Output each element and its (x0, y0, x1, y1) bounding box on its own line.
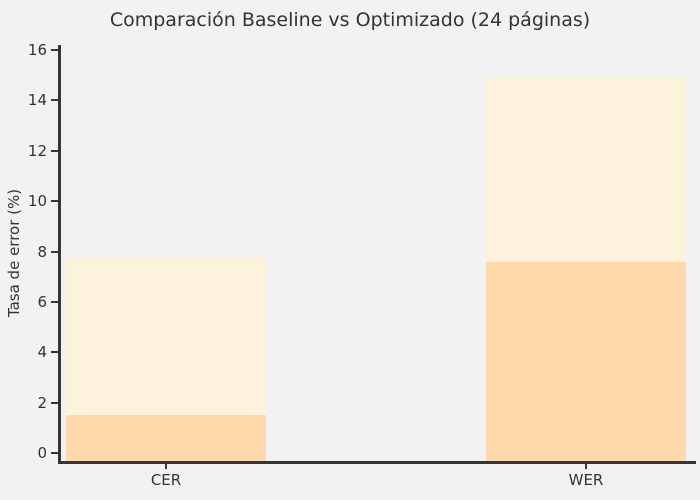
y-tick-mark (51, 351, 58, 354)
y-tick-label: 0 (37, 444, 47, 462)
y-tick-label: 4 (37, 343, 47, 362)
bar-optimizado-cer (66, 415, 266, 461)
y-tick-label: 10 (27, 192, 47, 211)
x-axis-spine (58, 461, 696, 464)
y-tick-label: 2 (37, 393, 47, 412)
bar-optimizado-wer (486, 261, 686, 461)
y-tick-label: 12 (27, 141, 47, 160)
x-tick-mark (165, 464, 167, 469)
x-tick-label-cer: CER (150, 471, 182, 489)
y-tick-mark (51, 250, 58, 253)
x-tick-mark (585, 464, 587, 469)
y-axis-spine (58, 45, 61, 464)
x-tick-label-wer: WER (568, 471, 604, 489)
y-tick-mark (51, 49, 58, 51)
y-tick-mark (51, 149, 58, 152)
chart-title: Comparación Baseline vs Optimizado (24 p… (109, 9, 591, 31)
y-tick-label: 8 (37, 242, 47, 261)
y-tick-label: 16 (27, 41, 47, 59)
y-tick-mark (51, 452, 58, 454)
y-tick-mark (51, 401, 58, 404)
y-tick-label: 14 (27, 91, 47, 110)
y-tick-label: 6 (37, 292, 47, 311)
y-tick-mark (51, 300, 58, 303)
y-tick-mark (51, 99, 58, 102)
y-tick-mark (51, 200, 58, 203)
